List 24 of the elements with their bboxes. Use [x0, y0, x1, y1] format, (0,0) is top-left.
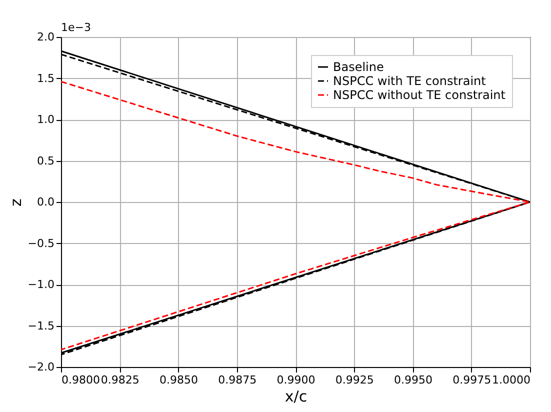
y-tick-label: −1.0	[28, 278, 54, 291]
x-tick-label: 0.9800	[62, 374, 100, 386]
x-tick-label: 0.9850	[160, 374, 198, 386]
x-tick-label: 0.9950	[394, 374, 432, 386]
legend-label: NSPCC without TE constraint	[333, 88, 506, 102]
x-tick-label: 1.0000	[492, 374, 530, 386]
y-tick-label: −1.5	[28, 319, 54, 332]
x-tick-label: 0.9975	[452, 374, 492, 386]
y-tick-label: 1.5	[37, 72, 54, 85]
legend-label: Baseline	[333, 60, 384, 74]
y-tick-label: −2.0	[28, 360, 54, 374]
y-tick-label: 0.5	[37, 154, 54, 168]
x-tick-label: 0.9925	[335, 374, 374, 386]
x-tick-label: 0.9825	[100, 374, 140, 386]
y-tick-label: 2.0	[37, 30, 54, 44]
text: 1e−3	[61, 21, 91, 34]
x-axis-title: x/c	[284, 388, 308, 406]
x-tick-label: 0.9900	[276, 374, 316, 386]
y-tick-label: −0.5	[28, 236, 54, 250]
y-axis-title: z	[6, 198, 25, 206]
legend-label: NSPCC with TE constraint	[333, 74, 486, 88]
y-tick-label: 1.0	[37, 113, 54, 126]
y-tick-label: 0.0	[37, 196, 54, 208]
x-tick-label: 0.9875	[218, 374, 257, 386]
